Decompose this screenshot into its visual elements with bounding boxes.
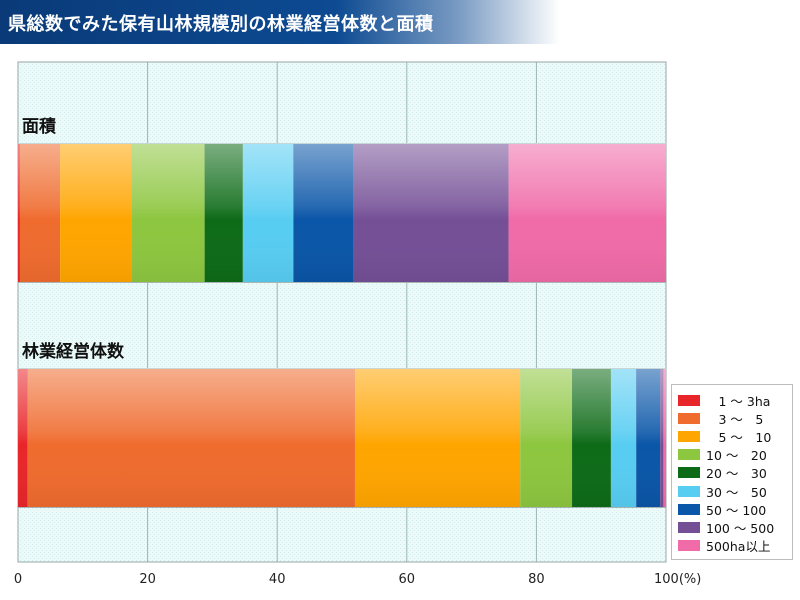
bar-segment-gloss-0-3 [131,144,205,282]
legend: 1 ～ 3ha 3 ～ 5 5 ～ 10 10 ～ 20 20 ～ 30 30 ～ 5… [671,384,793,560]
legend-label-8: 500ha以上 [706,539,771,555]
bar-segment-gloss-1-5 [610,369,637,507]
legend-item-5: 30 ～ 50 [678,482,792,500]
x-tick-label-4: 80 [528,572,545,587]
legend-label-4: 20 ～ 30 [706,466,767,482]
legend-item-6: 50 ～ 100 [678,500,792,518]
legend-label-6: 50 ～ 100 [706,502,767,518]
bar-segment-gloss-0-6 [293,144,354,282]
bar-segment-gloss-1-1 [27,369,355,507]
bar-segment-gloss-1-0 [18,369,28,507]
legend-item-4: 20 ～ 30 [678,464,792,482]
legend-item-1: 3 ～ 5 [678,409,792,427]
legend-swatch-5 [678,485,700,497]
x-tick-label-0: 0 [14,572,22,587]
legend-label-2: 5 ～ 10 [706,429,772,445]
legend-item-0: 1 ～ 3ha [678,391,792,409]
bar-segment-gloss-1-7 [660,369,664,507]
plot-frame [17,61,667,563]
bar-segment-gloss-1-6 [636,369,661,507]
legend-label-3: 10 ～ 20 [706,448,767,464]
bar-segment-gloss-0-5 [242,144,294,282]
bar-segment-gloss-0-2 [60,144,132,282]
legend-item-2: 5 ～ 10 [678,427,792,445]
title-bar: 県総数でみた保有山林規模別の林業経営体数と面積 [0,0,560,44]
bar-segment-gloss-0-0 [18,144,20,282]
bar-segment-gloss-0-7 [353,144,509,282]
x-tick-label-3: 60 [399,572,416,587]
bar-segment-gloss-1-2 [354,369,521,507]
bar-segment-gloss-1-3 [520,369,573,507]
category-label-0: 面積 [22,116,57,137]
bar-segment-gloss-0-4 [204,144,243,282]
legend-swatch-4 [678,467,700,479]
legend-item-8: 500ha以上 [678,537,792,555]
x-tick-label-2: 40 [269,572,286,587]
bar-segment-gloss-0-8 [508,144,666,282]
legend-label-0: 1 ～ 3ha [706,393,771,409]
x-tick-label-1: 20 [139,572,156,587]
bar-segment-gloss-0-1 [19,144,61,282]
legend-swatch-2 [678,430,700,442]
legend-swatch-6 [678,503,700,515]
bar-segment-gloss-1-4 [572,369,611,507]
legend-item-7: 100 ～ 500 [678,518,792,536]
legend-label-5: 30 ～ 50 [706,484,767,500]
category-label-1: 林業経営体数 [22,341,125,362]
chart-title: 県総数でみた保有山林規模別の林業経営体数と面積 [8,14,434,35]
legend-item-3: 10 ～ 20 [678,446,792,464]
legend-label-7: 100 ～ 500 [706,520,775,536]
legend-swatch-7 [678,521,700,533]
legend-swatch-8 [678,540,700,552]
bar-segment-gloss-1-8 [663,369,666,507]
legend-label-1: 3 ～ 5 [706,411,764,427]
legend-swatch-3 [678,449,700,461]
legend-swatch-1 [678,412,700,424]
x-tick-label-5: 100(%) [654,572,701,587]
legend-swatch-0 [678,394,700,406]
